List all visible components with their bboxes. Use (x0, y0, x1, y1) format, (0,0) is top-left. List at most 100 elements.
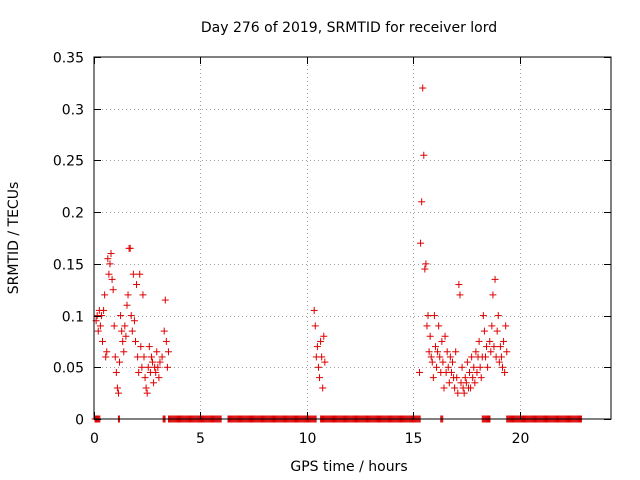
data-point (469, 374, 477, 382)
data-point (456, 291, 464, 299)
data-point (119, 337, 127, 345)
data-point (150, 379, 158, 387)
data-point (128, 327, 136, 335)
data-point (156, 358, 164, 366)
data-point (135, 368, 143, 376)
data-point (120, 348, 128, 356)
data-point (108, 275, 116, 283)
data-point (162, 337, 170, 345)
data-point (111, 353, 119, 361)
data-point (109, 286, 117, 294)
data-point (451, 384, 459, 392)
data-point (158, 353, 166, 361)
data-point (419, 84, 427, 92)
data-point (106, 260, 114, 268)
data-point (429, 374, 437, 382)
data-point (434, 348, 442, 356)
data-point (424, 312, 432, 320)
data-point (105, 270, 113, 278)
data-point (163, 363, 171, 371)
data-point (447, 368, 455, 376)
data-point (418, 198, 426, 206)
data-point (126, 244, 134, 252)
data-point (139, 291, 147, 299)
data-point (502, 322, 510, 330)
data-point (500, 337, 508, 345)
data-point (96, 322, 104, 330)
data-point (461, 374, 469, 382)
data-point (491, 275, 499, 283)
data-point (140, 353, 148, 361)
data-point (155, 374, 163, 382)
data-point (466, 368, 474, 376)
data-point (154, 363, 162, 371)
data-point (446, 353, 454, 361)
data-point (501, 368, 509, 376)
data-point (420, 151, 428, 159)
x-tick-labels: 0 5 10 15 20 (90, 431, 529, 447)
data-point (427, 353, 435, 361)
data-point (319, 384, 327, 392)
data-point (472, 348, 480, 356)
data-point (320, 332, 328, 340)
data-point (468, 353, 476, 361)
data-point (443, 348, 451, 356)
data-point (314, 363, 322, 371)
data-point (503, 348, 511, 356)
data-point (484, 363, 492, 371)
data-point (473, 368, 481, 376)
data-point (470, 363, 478, 371)
data-point (116, 358, 124, 366)
x-tick-label: 10 (299, 431, 317, 447)
plot-frame (93, 56, 612, 420)
data-point (112, 368, 120, 376)
data-point (487, 348, 495, 356)
data-point (318, 353, 326, 361)
data-point (495, 358, 503, 366)
data-point (317, 337, 325, 345)
axis-ticks (94, 57, 611, 420)
data-point (313, 343, 321, 351)
data-point (490, 343, 498, 351)
data-point (496, 343, 504, 351)
data-point (102, 353, 110, 361)
data-point (122, 332, 130, 340)
data-point (416, 368, 424, 376)
y-tick-label: 0 (75, 413, 84, 429)
x-tick-label: 0 (90, 431, 99, 447)
data-point (471, 379, 479, 387)
data-point (97, 312, 105, 320)
data-point (453, 374, 461, 382)
data-point (493, 327, 501, 335)
y-tick-label: 0.15 (53, 258, 84, 274)
y-tick-label: 0.1 (62, 310, 84, 326)
data-point (440, 384, 448, 392)
x-tick-label: 5 (196, 431, 205, 447)
data-point (445, 379, 453, 387)
data-point (94, 327, 102, 335)
y-tick-labels: 0 0.05 0.1 0.15 0.2 0.25 0.3 0.35 (53, 51, 84, 429)
data-point (134, 353, 142, 361)
data-point (486, 337, 494, 345)
data-point (448, 358, 456, 366)
data-point (117, 312, 125, 320)
data-point (118, 327, 126, 335)
data-point (483, 343, 491, 351)
data-point (147, 353, 155, 361)
x-tick-label: 15 (405, 431, 423, 447)
data-point (113, 384, 121, 392)
data-point (476, 363, 484, 371)
data-point (145, 343, 153, 351)
data-point (438, 337, 446, 345)
data-point (458, 363, 466, 371)
data-point (426, 332, 434, 340)
data-point (439, 358, 447, 366)
data-point (479, 312, 487, 320)
data-point (101, 291, 109, 299)
data-point (100, 306, 108, 314)
data-point (489, 291, 497, 299)
data-point (498, 363, 506, 371)
data-point (141, 374, 149, 382)
y-tick-label: 0.05 (53, 361, 84, 377)
